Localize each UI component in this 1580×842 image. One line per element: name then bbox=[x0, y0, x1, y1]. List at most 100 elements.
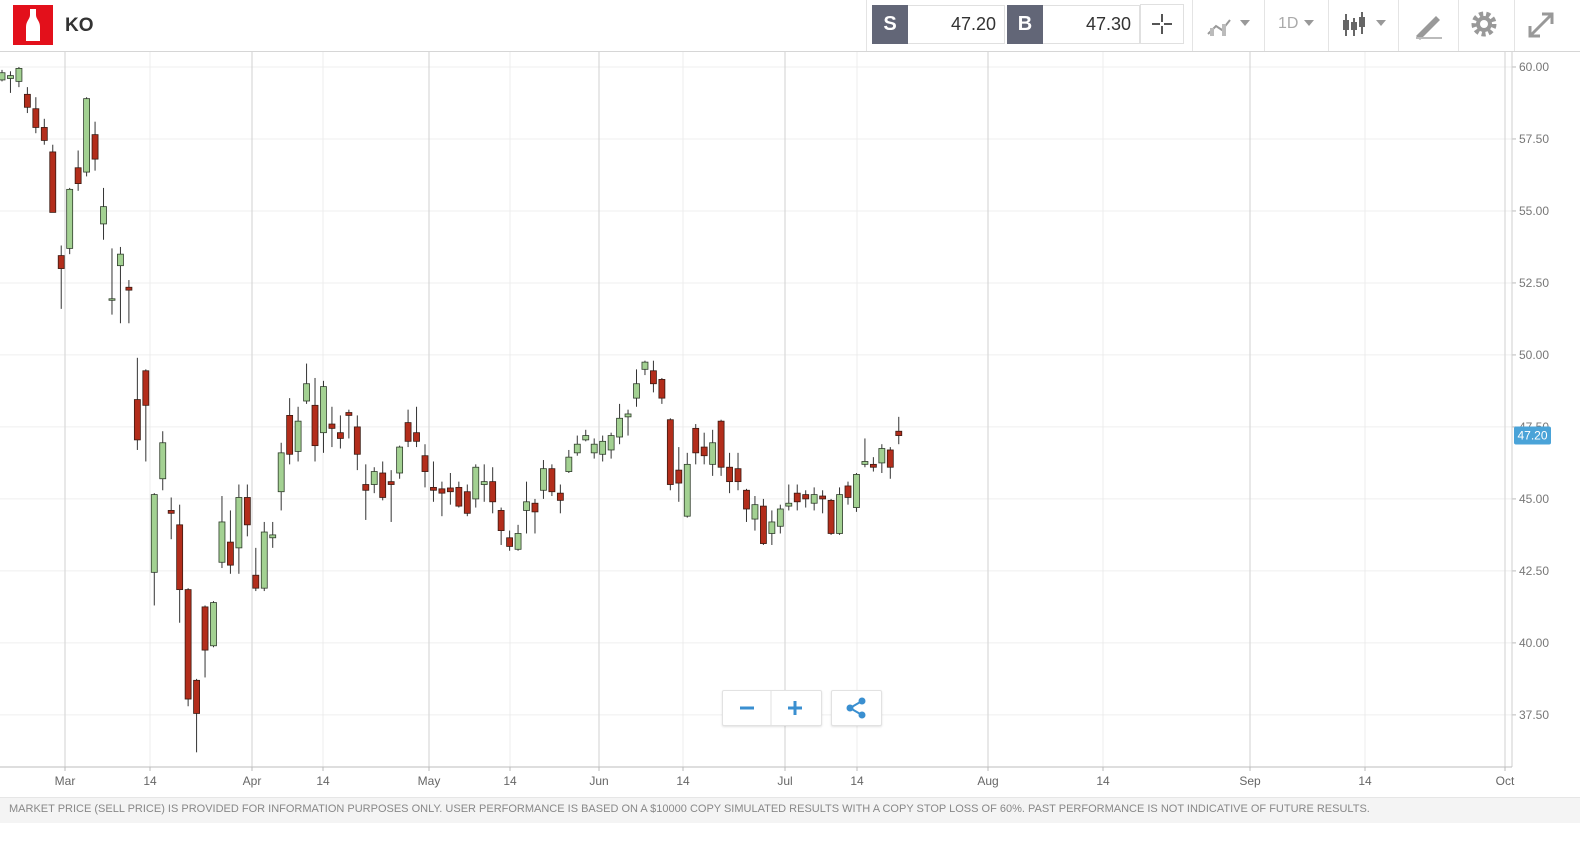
zoom-icons[interactable] bbox=[723, 691, 821, 725]
candle-body bbox=[91, 134, 99, 160]
settings-button[interactable] bbox=[1466, 4, 1506, 44]
candle-body bbox=[413, 432, 420, 442]
x-tick-label: Mar bbox=[55, 774, 76, 788]
candle-body bbox=[666, 419, 674, 485]
candle-body bbox=[497, 510, 505, 531]
candle-body bbox=[227, 541, 234, 566]
candle-body bbox=[379, 472, 387, 498]
candle-body bbox=[692, 427, 700, 454]
x-tick-label: 14 bbox=[850, 774, 864, 788]
y-tick-label: 60.00 bbox=[1519, 60, 1549, 74]
x-tick-label: 14 bbox=[503, 774, 517, 788]
candle-body bbox=[819, 495, 827, 500]
candle-body bbox=[193, 679, 200, 714]
candle-body bbox=[430, 486, 437, 491]
separator bbox=[1264, 0, 1265, 51]
candle-body bbox=[726, 466, 733, 483]
candle-body bbox=[700, 446, 708, 457]
candle-body bbox=[472, 466, 480, 500]
candle-body bbox=[370, 471, 378, 485]
x-tick-label: 14 bbox=[1096, 774, 1110, 788]
candle-body bbox=[455, 486, 463, 507]
candle-body bbox=[624, 413, 632, 418]
candle-body bbox=[463, 491, 471, 514]
separator bbox=[1328, 0, 1329, 51]
candle-body bbox=[210, 602, 217, 647]
x-tick-label: Sep bbox=[1239, 774, 1261, 788]
chart: 37.5040.0042.5045.0047.5050.0052.5055.00… bbox=[0, 52, 1551, 788]
y-tick-label: 40.00 bbox=[1519, 636, 1549, 650]
candle-body bbox=[531, 502, 539, 513]
sell-label[interactable]: S bbox=[872, 5, 908, 44]
candle-body bbox=[489, 481, 497, 503]
candle-body bbox=[328, 423, 336, 429]
candle-body bbox=[294, 420, 302, 452]
candle-body bbox=[269, 534, 277, 539]
footer: MARKET PRICE (SELL PRICE) IS PROVIDED FO… bbox=[0, 797, 1580, 823]
candle-body bbox=[734, 468, 742, 483]
candle-body bbox=[886, 449, 894, 468]
draw-button[interactable] bbox=[1410, 4, 1450, 44]
candle-body bbox=[717, 420, 725, 468]
candle-body bbox=[277, 452, 285, 493]
y-tick-label: 55.00 bbox=[1519, 204, 1549, 218]
candle-body bbox=[49, 151, 57, 213]
timeframe[interactable]: 1D bbox=[1278, 15, 1299, 32]
sell-price[interactable]: 47.20 bbox=[908, 5, 1005, 44]
candle-body bbox=[83, 98, 90, 173]
buy-label[interactable]: B bbox=[1007, 5, 1043, 44]
x-tick-label: 14 bbox=[143, 774, 157, 788]
zoom-controls bbox=[722, 690, 822, 726]
separator bbox=[1514, 0, 1515, 51]
logo-icon bbox=[26, 9, 40, 41]
candle-body bbox=[235, 497, 243, 549]
candle-body bbox=[878, 448, 886, 464]
candle-body bbox=[150, 494, 158, 573]
buy-price[interactable]: 47.30 bbox=[1043, 5, 1140, 44]
timeframe-caret[interactable] bbox=[1300, 4, 1320, 44]
candle-body bbox=[353, 426, 361, 455]
candle-body bbox=[0, 72, 6, 81]
candle-body bbox=[66, 188, 74, 249]
indicators-button[interactable] bbox=[1200, 4, 1260, 44]
candle-body bbox=[633, 383, 640, 399]
candle-body bbox=[286, 415, 294, 455]
candle-body bbox=[311, 404, 319, 447]
candle-body bbox=[7, 75, 14, 79]
candle-body bbox=[100, 206, 107, 225]
candle-body bbox=[523, 501, 530, 511]
chart-type-button[interactable] bbox=[1338, 4, 1393, 44]
candle-body bbox=[303, 383, 310, 402]
candle-body bbox=[40, 127, 48, 141]
x-tick-label: Aug bbox=[977, 774, 998, 788]
disclaimer: MARKET PRICE (SELL PRICE) IS PROVIDED FO… bbox=[9, 803, 1370, 815]
candle-body bbox=[506, 537, 514, 547]
candle-body bbox=[404, 422, 412, 442]
x-tick-label: May bbox=[418, 774, 441, 788]
candle-body bbox=[776, 508, 784, 527]
x-tick-label: Jun bbox=[589, 774, 608, 788]
candle-body bbox=[607, 435, 615, 451]
candle-body bbox=[142, 370, 150, 406]
crosshair-button[interactable] bbox=[1140, 4, 1184, 44]
separator bbox=[1192, 0, 1193, 51]
candle-body bbox=[565, 456, 573, 472]
candle-body bbox=[853, 474, 860, 508]
candle-body bbox=[650, 370, 657, 385]
candle-body bbox=[514, 533, 522, 550]
candle-body bbox=[658, 379, 666, 399]
candle-body bbox=[159, 442, 167, 480]
candle-body bbox=[709, 442, 717, 465]
x-tick-label: 14 bbox=[676, 774, 690, 788]
fullscreen-button[interactable] bbox=[1522, 4, 1562, 44]
candle-body bbox=[675, 469, 683, 484]
candle-body bbox=[117, 253, 124, 267]
candle-body bbox=[751, 504, 759, 520]
candle-body bbox=[590, 443, 598, 454]
candle-body bbox=[616, 417, 623, 438]
y-tick-label: 37.50 bbox=[1519, 708, 1549, 722]
candle-body bbox=[421, 455, 429, 472]
candle-body bbox=[396, 446, 404, 474]
share-button[interactable] bbox=[831, 690, 882, 726]
